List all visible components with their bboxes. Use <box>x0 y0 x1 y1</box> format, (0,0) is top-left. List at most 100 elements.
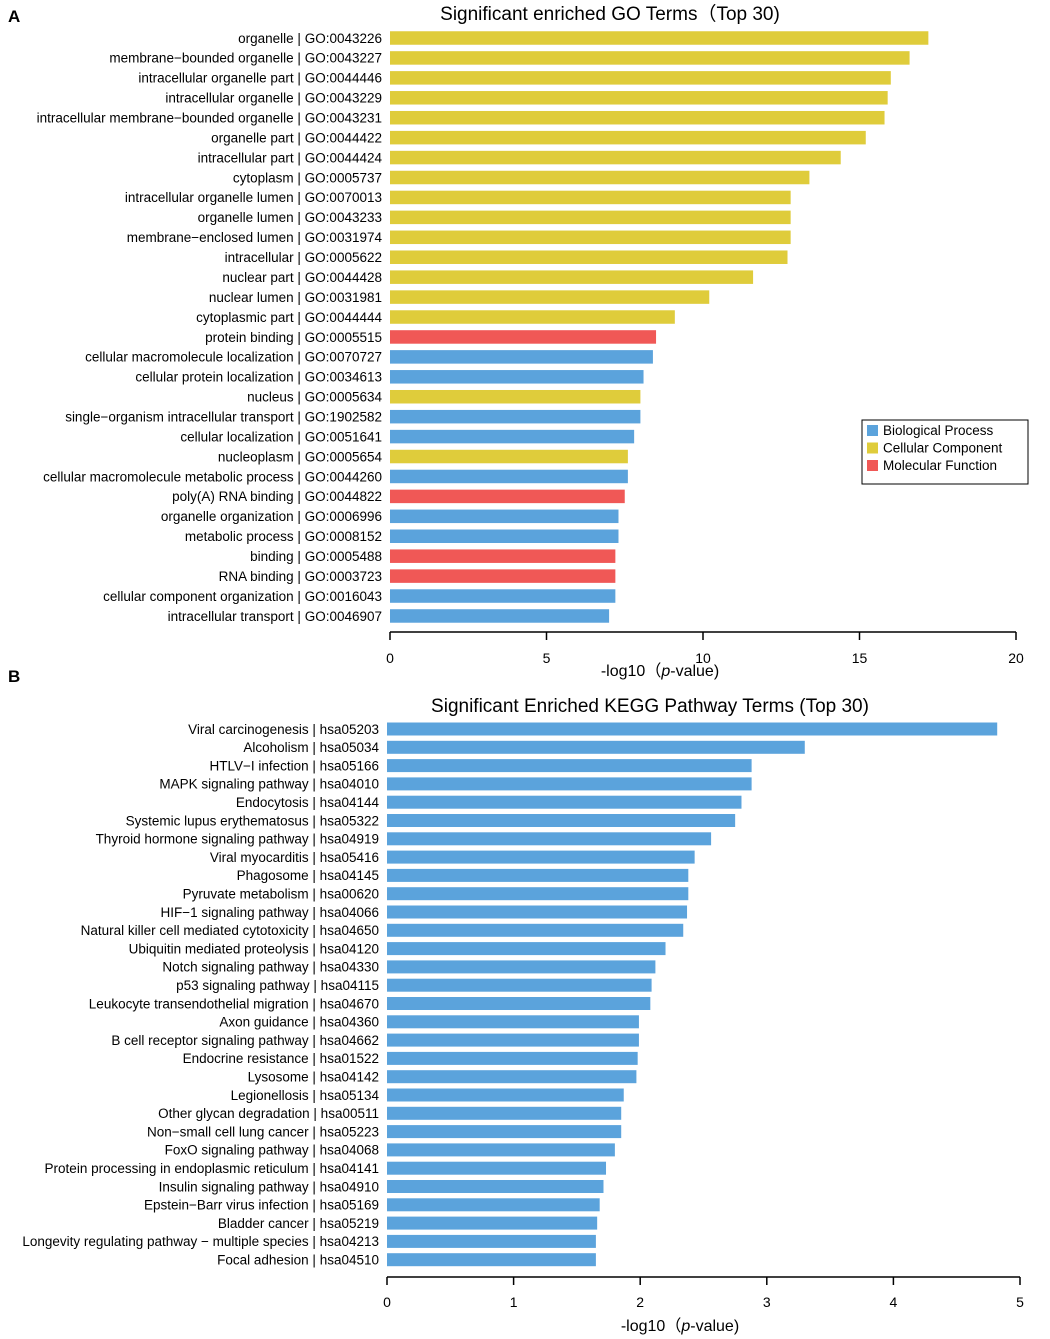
x-tick-label: 1 <box>510 1294 518 1310</box>
bar <box>387 1180 604 1193</box>
category-label: cellular protein localization | GO:00346… <box>135 370 382 385</box>
category-label: Epstein−Barr virus infection | hsa05169 <box>144 1198 379 1213</box>
category-label: Legionellosis | hsa05134 <box>231 1088 380 1103</box>
bar <box>390 409 641 424</box>
category-label: Thyroid hormone signaling pathway | hsa0… <box>96 832 379 847</box>
category-label: Non−small cell lung cancer | hsa05223 <box>147 1124 379 1139</box>
category-label: cellular macromolecule localization | GO… <box>85 350 382 365</box>
bar <box>387 1033 639 1047</box>
bar <box>387 1106 622 1120</box>
bar <box>387 1253 596 1267</box>
bar <box>390 91 888 105</box>
category-label: poly(A) RNA binding | GO:0044822 <box>172 489 382 504</box>
bar <box>390 330 657 344</box>
legend-label: Biological Process <box>883 423 994 438</box>
category-label: Axon guidance | hsa04360 <box>219 1015 379 1030</box>
bar <box>390 51 910 65</box>
bar <box>387 1216 598 1230</box>
category-label: MAPK signaling pathway | hsa04010 <box>159 777 379 792</box>
bar <box>387 850 695 864</box>
category-label: B cell receptor signaling pathway | hsa0… <box>111 1033 379 1048</box>
bar <box>387 1198 600 1212</box>
bar <box>390 429 635 444</box>
x-tick-label: 5 <box>1016 1294 1024 1310</box>
bar <box>390 190 791 205</box>
bar <box>387 1070 637 1084</box>
bar <box>390 270 754 284</box>
category-label: Insulin signaling pathway | hsa04910 <box>159 1179 379 1194</box>
bar <box>387 960 656 974</box>
category-label: intracellular organelle | GO:0043229 <box>165 91 382 106</box>
category-label: nuclear lumen | GO:0031981 <box>209 290 382 305</box>
category-label: intracellular | GO:0005622 <box>225 250 382 265</box>
category-label: intracellular membrane−bounded organelle… <box>37 111 382 126</box>
panel-a-letter: A <box>8 7 20 26</box>
bar <box>390 489 625 504</box>
category-label: Notch signaling pathway | hsa04330 <box>162 960 379 975</box>
bar <box>390 210 791 225</box>
category-label: intracellular part | GO:0044424 <box>198 150 383 165</box>
category-label: binding | GO:0005488 <box>250 549 382 564</box>
category-label: cellular localization | GO:0051641 <box>180 429 382 444</box>
bar <box>387 1161 607 1175</box>
category-label: intracellular transport | GO:0046907 <box>168 609 382 624</box>
category-label: Viral carcinogenesis | hsa05203 <box>188 722 379 737</box>
category-label: cytoplasmic part | GO:0044444 <box>196 310 382 325</box>
category-label: Phagosome | hsa04145 <box>237 868 379 883</box>
bar <box>387 759 752 773</box>
panel-b-letter: B <box>8 667 20 686</box>
bar <box>390 549 616 563</box>
x-tick-label: 20 <box>1008 650 1024 666</box>
panel-a-title: Significant enriched GO Terms（Top 30) <box>440 3 780 25</box>
category-label: organelle organization | GO:0006996 <box>161 509 382 524</box>
bar <box>387 1125 622 1139</box>
x-tick-label: 3 <box>763 1294 771 1310</box>
legend-label: Molecular Function <box>883 458 997 473</box>
category-label: membrane−enclosed lumen | GO:0031974 <box>127 230 383 245</box>
bar <box>390 529 619 543</box>
legend: Biological Process Cellular Component Mole… <box>861 419 1029 485</box>
bar <box>387 868 689 882</box>
bar <box>387 923 684 937</box>
category-label: FoxO signaling pathway | hsa04068 <box>165 1143 379 1158</box>
category-label: Ubiquitin mediated proteolysis | hsa0412… <box>129 941 379 956</box>
bar <box>390 389 641 404</box>
x-tick-label: 5 <box>543 650 551 666</box>
bar <box>387 740 805 754</box>
bar <box>390 469 628 484</box>
legend-swatch <box>867 425 878 436</box>
x-tick-label: 0 <box>386 650 394 666</box>
legend-swatch <box>867 460 878 471</box>
bar <box>387 1051 638 1065</box>
bar <box>390 71 891 85</box>
bar <box>387 832 712 846</box>
category-label: membrane−bounded organelle | GO:0043227 <box>109 51 382 66</box>
bar <box>387 1143 615 1157</box>
bar <box>387 722 998 736</box>
category-label: intracellular organelle lumen | GO:00700… <box>125 190 382 205</box>
category-label: Other glycan degradation | hsa00511 <box>158 1106 379 1121</box>
legend-swatch <box>867 442 878 454</box>
bar <box>390 250 788 264</box>
bar <box>387 1015 639 1029</box>
category-label: metabolic process | GO:0008152 <box>185 529 382 544</box>
category-label: Focal adhesion | hsa04510 <box>217 1253 379 1268</box>
legend-box <box>861 419 1029 485</box>
x-tick-label: 4 <box>890 1294 898 1310</box>
category-label: Protein processing in endoplasmic reticu… <box>45 1161 379 1176</box>
legend-label: Cellular Component <box>883 441 1003 456</box>
bar <box>387 942 666 956</box>
bar <box>390 310 675 324</box>
bar <box>390 589 616 603</box>
category-label: nucleus | GO:0005634 <box>247 390 382 405</box>
category-label: Lysosome | hsa04142 <box>248 1070 379 1085</box>
bar <box>390 230 791 245</box>
bar <box>390 31 929 45</box>
category-label: Bladder cancer | hsa05219 <box>218 1216 379 1231</box>
category-label: Leukocyte transendothelial migration | h… <box>89 996 379 1011</box>
category-label: p53 signaling pathway | hsa04115 <box>176 978 379 993</box>
bar <box>387 997 651 1010</box>
bar <box>390 449 628 464</box>
category-label: nuclear part | GO:0044428 <box>222 270 382 285</box>
category-label: protein binding | GO:0005515 <box>205 330 382 345</box>
